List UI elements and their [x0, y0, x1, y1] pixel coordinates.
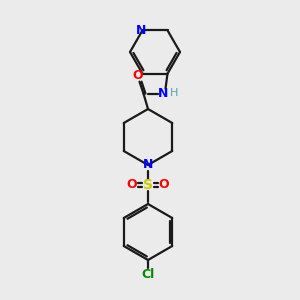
Text: S: S: [143, 178, 153, 192]
Text: H: H: [170, 88, 179, 98]
Text: Cl: Cl: [141, 268, 154, 281]
Text: N: N: [136, 24, 147, 37]
Text: O: O: [159, 178, 169, 191]
Text: N: N: [158, 87, 169, 100]
Text: O: O: [127, 178, 137, 191]
Text: O: O: [132, 69, 143, 82]
Text: N: N: [143, 158, 153, 172]
